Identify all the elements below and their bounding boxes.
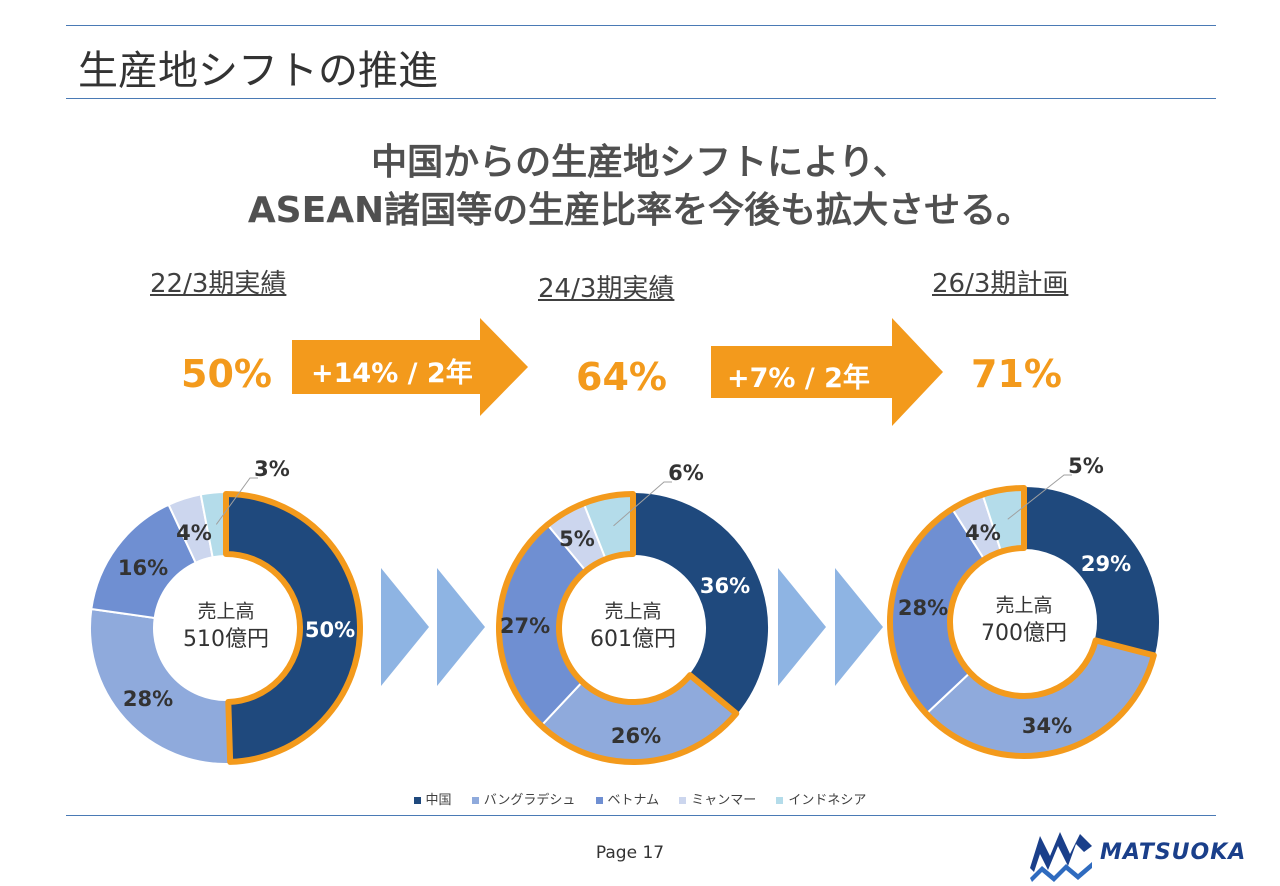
donut-2-slice-bangladesh bbox=[538, 672, 740, 765]
donut-3-label-indonesia: 5% bbox=[1068, 454, 1104, 478]
legend-item-myanmar: ミャンマー bbox=[679, 789, 756, 808]
period-label-2026: 26/3期計画 bbox=[932, 269, 1069, 299]
donut-2-center-title: 売上高 bbox=[604, 601, 661, 623]
donut-3-slice-vietnam bbox=[887, 505, 987, 717]
donut-3-highlight bbox=[887, 485, 1157, 759]
legend-swatch bbox=[679, 797, 687, 804]
donut-1-label-bangladesh: 28% bbox=[123, 687, 173, 711]
donut-3-center-value: 700億円 bbox=[981, 621, 1067, 646]
legend-label: 中国 bbox=[425, 793, 452, 808]
donut-1-highlight bbox=[223, 491, 363, 765]
growth-arrow-1-label: +14% / 2年 bbox=[311, 358, 473, 389]
donut-1-label-indonesia: 3% bbox=[254, 457, 290, 481]
donut-3-label-myanmar: 4% bbox=[965, 521, 1001, 545]
donut-1-slice-china bbox=[225, 490, 363, 765]
legend-label: バングラデシュ bbox=[483, 793, 576, 808]
footer-rule bbox=[66, 815, 1216, 816]
donut-1-center-title: 売上高 bbox=[197, 601, 254, 623]
donut-2-slice-vietnam bbox=[496, 521, 589, 729]
donut-2-highlight bbox=[496, 491, 740, 765]
legend-item-indonesia: インドネシア bbox=[776, 789, 866, 808]
donut-3-slice-myanmar bbox=[949, 491, 1004, 563]
donut-1-label-china: 50% bbox=[305, 618, 355, 642]
donut-1-slice-bangladesh bbox=[89, 607, 232, 765]
page-number: Page 17 bbox=[595, 843, 665, 863]
donut-3-label-china: 29% bbox=[1081, 552, 1131, 576]
legend-item-vietnam: ベトナム bbox=[595, 789, 660, 808]
donut-2-label-vietnam: 27% bbox=[500, 614, 550, 638]
period-label-2022: 22/3期実績 bbox=[150, 269, 287, 299]
donut-3-label-bangladesh: 34% bbox=[1022, 714, 1072, 738]
slide-title: 生産地シフトの推進 bbox=[78, 48, 438, 94]
chevron-right-icon bbox=[381, 568, 429, 686]
legend-swatch bbox=[471, 797, 479, 804]
legend-swatch bbox=[595, 797, 603, 804]
logo-text: MATSUOKA bbox=[1100, 840, 1247, 865]
legend-label: ミャンマー bbox=[691, 793, 757, 808]
chart-legend: 中国 バングラデシュ ベトナム ミャンマー インドネシア bbox=[0, 789, 1280, 808]
donut-2-label-myanmar: 5% bbox=[559, 527, 595, 551]
donut-3-slice-indonesia bbox=[980, 484, 1025, 555]
donut-2-callout-line bbox=[613, 481, 672, 527]
donut-2-label-china: 36% bbox=[700, 574, 750, 598]
donut-3-slice-china bbox=[1023, 484, 1161, 658]
donut-1-center-value: 510億円 bbox=[183, 627, 269, 652]
chevron-right-icon bbox=[437, 568, 485, 686]
donut-2-slice-myanmar bbox=[544, 500, 608, 574]
ratio-2024: 64% bbox=[576, 355, 667, 399]
chevron-right-icon bbox=[778, 568, 826, 686]
legend-swatch bbox=[413, 797, 421, 804]
ratio-2022: 50% bbox=[181, 352, 272, 396]
period-label-2024: 24/3期実績 bbox=[538, 274, 675, 304]
donut-1-label-myanmar: 4% bbox=[176, 521, 212, 545]
ratio-2026: 71% bbox=[971, 352, 1062, 396]
growth-arrow-1 bbox=[292, 318, 528, 416]
donut-1-slice-indonesia bbox=[199, 490, 227, 559]
donut-1-slice-vietnam bbox=[90, 503, 197, 620]
donut-2-label-indonesia: 6% bbox=[668, 461, 704, 485]
donut-2-center-value: 601億円 bbox=[590, 627, 676, 652]
title-rule bbox=[66, 98, 1216, 99]
donut-3-slice-bangladesh bbox=[923, 638, 1157, 759]
legend-item-china: 中国 bbox=[413, 789, 452, 808]
headline-line-1: 中国からの生産地シフトにより、 bbox=[371, 142, 909, 183]
donut-1-callout-line bbox=[215, 477, 258, 525]
matsuoka-logo-icon bbox=[1030, 832, 1092, 882]
donut-1-label-vietnam: 16% bbox=[118, 556, 168, 580]
chevron-right-icon bbox=[835, 568, 883, 686]
donut-3-center-title: 売上高 bbox=[995, 595, 1052, 617]
legend-label: インドネシア bbox=[788, 793, 867, 808]
legend-label: ベトナム bbox=[607, 793, 660, 808]
donut-3-callout-line bbox=[1007, 474, 1072, 520]
donut-2-label-bangladesh: 26% bbox=[611, 724, 661, 748]
top-rule bbox=[66, 25, 1216, 26]
donut-1-slice-myanmar bbox=[167, 493, 214, 565]
legend-item-bangladesh: バングラデシュ bbox=[471, 789, 576, 808]
donut-3-label-vietnam: 28% bbox=[898, 596, 948, 620]
growth-arrow-2-label: +7% / 2年 bbox=[727, 363, 870, 394]
legend-swatch bbox=[776, 797, 784, 804]
growth-arrow-2 bbox=[711, 318, 943, 426]
headline-line-2: ASEAN諸国等の生産比率を今後も拡大させる。 bbox=[247, 190, 1033, 231]
donut-2-slice-china bbox=[632, 490, 770, 717]
donut-2-slice-indonesia bbox=[581, 490, 634, 563]
